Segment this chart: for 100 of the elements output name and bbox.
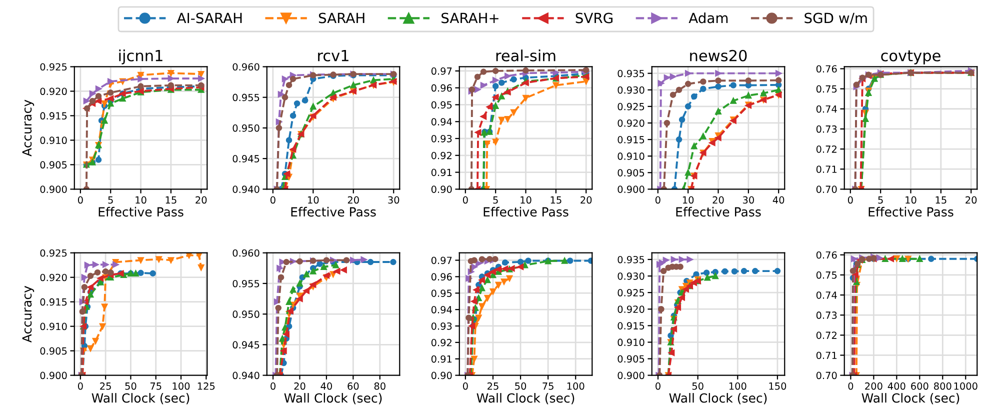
y-tick-label: 0.70 — [816, 186, 837, 194]
x-tick-label: 60 — [348, 382, 359, 390]
y-tick-label: 0.915 — [40, 112, 67, 120]
x-tick-label: 0 — [848, 382, 854, 390]
y-tick-label: 0.76 — [816, 251, 837, 259]
y-tick-label: 0.96 — [431, 273, 452, 281]
x-tick-label: 400 — [888, 382, 906, 390]
x-tick-label: 20 — [348, 196, 359, 204]
x-tick-label: 15 — [166, 196, 176, 204]
x-tick-label: 100 — [172, 382, 190, 390]
x-tick-label: 0 — [78, 382, 83, 390]
y-tick-label: 0.950 — [232, 124, 260, 132]
y-tick-label: 0.930 — [618, 272, 644, 280]
x-tick-label: 75 — [542, 382, 554, 390]
x-tick-label: 0 — [462, 196, 468, 204]
x-tick-label: 125 — [198, 382, 215, 390]
y-tick-label: 0.960 — [232, 249, 260, 257]
x-axis-title: Wall Clock (sec) — [862, 393, 960, 404]
y-tick-label: 0.75 — [816, 85, 837, 93]
y-tick-label: 0.70 — [816, 372, 837, 380]
y-tick-label: 0.930 — [618, 86, 644, 94]
y-tick-label: 0.920 — [618, 119, 644, 127]
x-axis-title: Wall Clock (sec) — [284, 393, 382, 404]
x-axis-title: Effective Pass — [484, 206, 568, 217]
y-tick-label: 0.90 — [431, 372, 452, 380]
y-tick-label: 0.91 — [431, 355, 452, 363]
x-tick-label: 20 — [580, 196, 592, 204]
y-tick-label: 0.935 — [618, 70, 644, 78]
chart-title: ijcnn1 — [119, 50, 162, 64]
y-tick-label: 0.945 — [232, 341, 260, 349]
x-tick-label: 0 — [270, 382, 276, 390]
y-tick-label: 0.905 — [618, 355, 644, 363]
y-tick-label: 0.925 — [40, 63, 67, 71]
y-tick-label: 0.900 — [40, 372, 67, 380]
chart-title: news20 — [690, 50, 747, 62]
x-tick-label: 10 — [136, 196, 146, 204]
x-tick-label: 10 — [682, 196, 694, 204]
y-tick-label: 0.73 — [816, 125, 837, 133]
x-tick-label: 15 — [550, 196, 562, 204]
y-tick-label: 0.97 — [431, 256, 452, 264]
x-tick-label: 0 — [655, 196, 660, 204]
x-tick-label: 5 — [108, 196, 113, 204]
y-axis-title: Accuracy — [22, 286, 34, 343]
x-axis-title: Effective Pass — [291, 206, 376, 217]
y-tick-label: 0.960 — [232, 63, 260, 71]
x-tick-label: 30 — [742, 196, 754, 204]
x-tick-label: 15 — [936, 196, 946, 204]
y-tick-label: 0.935 — [618, 256, 644, 264]
x-tick-label: 75 — [150, 382, 162, 390]
x-tick-label: 0 — [462, 382, 468, 390]
y-tick-label: 0.900 — [618, 372, 644, 380]
x-axis-title: Wall Clock (sec) — [476, 393, 574, 404]
y-tick-label: 0.910 — [40, 136, 67, 144]
x-tick-label: 30 — [388, 196, 400, 204]
y-tick-label: 0.93 — [431, 322, 452, 330]
y-tick-label: 0.72 — [816, 332, 836, 339]
y-tick-label: 0.925 — [618, 289, 644, 296]
y-tick-label: 0.91 — [431, 168, 452, 176]
x-tick-label: 0 — [848, 196, 853, 204]
y-tick-label: 0.920 — [40, 274, 67, 282]
y-tick-label: 0.71 — [816, 166, 837, 173]
x-tick-label: 10 — [308, 196, 319, 204]
y-tick-label: 0.71 — [816, 352, 837, 360]
legend-label: Adam — [688, 12, 728, 24]
x-tick-label: 1000 — [954, 382, 978, 390]
x-tick-label: 0 — [270, 196, 276, 204]
y-tick-label: 0.74 — [816, 105, 837, 113]
x-tick-label: 25 — [100, 382, 111, 390]
y-tick-label: 0.97 — [431, 67, 452, 75]
x-axis-title: Effective Pass — [676, 206, 761, 217]
legend-label: SVRG — [576, 12, 612, 24]
x-tick-label: 5 — [493, 196, 498, 204]
y-tick-label: 0.75 — [816, 271, 837, 279]
x-tick-label: 150 — [769, 382, 786, 390]
y-tick-label: 0.955 — [232, 280, 260, 288]
y-tick-label: 0.905 — [40, 347, 67, 355]
x-tick-label: 0 — [78, 196, 83, 204]
y-tick-label: 0.900 — [40, 186, 67, 194]
x-tick-label: 50 — [125, 382, 136, 390]
y-tick-label: 0.940 — [232, 186, 260, 194]
x-tick-label: 20 — [294, 382, 306, 390]
y-tick-label: 0.76 — [816, 65, 837, 73]
y-tick-label: 0.910 — [618, 152, 644, 160]
x-tick-label: 100 — [567, 382, 584, 390]
x-tick-label: 40 — [772, 196, 784, 204]
legend-label: AI-SARAH — [176, 12, 242, 24]
x-tick-label: 20 — [196, 196, 207, 204]
x-tick-label: 100 — [729, 382, 746, 390]
y-tick-label: 0.915 — [40, 298, 67, 306]
y-tick-label: 0.955 — [232, 94, 260, 102]
x-tick-label: 20 — [966, 196, 977, 204]
chart-title: real-sim — [496, 50, 556, 62]
legend-label: SARAH+ — [442, 12, 498, 24]
y-tick-label: 0.950 — [232, 310, 260, 318]
y-tick-label: 0.94 — [431, 306, 452, 314]
y-tick-label: 0.90 — [431, 186, 452, 194]
x-tick-label: 10 — [520, 196, 532, 204]
y-tick-label: 0.915 — [618, 322, 644, 330]
y-tick-label: 0.940 — [232, 372, 260, 380]
y-tick-label: 0.92 — [431, 338, 452, 346]
